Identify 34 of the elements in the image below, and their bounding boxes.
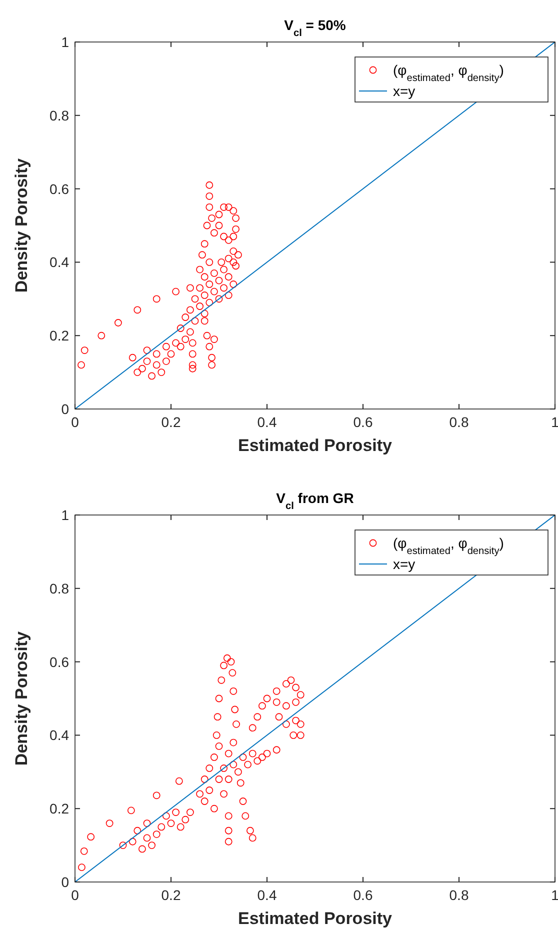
x-tick-label: 0.8	[449, 414, 469, 430]
y-tick-label: 0.6	[50, 654, 70, 670]
y-axis-title: Density Porosity	[12, 158, 31, 293]
x-tick-label: 0	[71, 414, 80, 430]
y-tick-label: 0.2	[50, 800, 70, 817]
y-axis-title: Density Porosity	[12, 630, 31, 766]
x-tick-label: 0.6	[353, 414, 373, 430]
chart-title: V$_{cl}$ = 50%	[284, 17, 346, 38]
y-tick-label: 0.8	[50, 107, 70, 124]
y-tick-label: 0	[61, 401, 70, 417]
chart-title: V$_{cl}$ from GR	[276, 490, 354, 512]
x-tick-label: 0	[71, 887, 80, 903]
x-tick-label: 0.4	[257, 887, 277, 903]
y-tick-label: 0.4	[50, 727, 70, 744]
y-tick-label: 0.8	[50, 580, 70, 596]
y-tick-label: 0	[61, 874, 70, 890]
x-tick-label: 0.4	[257, 414, 277, 430]
x-tick-label: 1	[551, 887, 558, 903]
y-tick-label: 0.2	[50, 328, 70, 344]
y-tick-label: 1	[61, 34, 70, 50]
legend-label: x=y	[393, 556, 416, 572]
legend-label: (φ$_{estimated}$, φ$_{density}$)	[393, 62, 504, 84]
y-tick-label: 1	[61, 507, 70, 523]
x-axis-title: Estimated Porosity	[238, 909, 393, 928]
x-tick-label: 0.8	[449, 887, 469, 903]
y-tick-label: 0.4	[50, 254, 70, 270]
x-tick-label: 0.2	[161, 887, 181, 903]
x-axis-title: Estimated Porosity	[238, 436, 393, 455]
y-tick-label: 0.6	[50, 180, 70, 197]
x-tick-label: 0.2	[161, 414, 181, 430]
legend-label: (φ$_{estimated}$, φ$_{density}$)	[393, 535, 504, 556]
legend-label: x=y	[393, 83, 416, 99]
x-tick-label: 0.6	[353, 887, 373, 903]
x-tick-label: 1	[551, 414, 558, 430]
